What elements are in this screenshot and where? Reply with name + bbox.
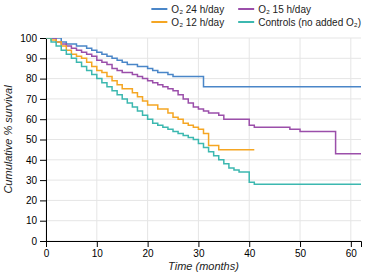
legend-item: O₂ 12 h/day: [151, 17, 224, 28]
legend-label: Controls (no added O₂): [258, 17, 361, 28]
series-line: [46, 38, 361, 154]
axis-line: [47, 242, 362, 248]
x-axis: 0 10 20 30 40 50 60: [44, 241, 362, 259]
tick-label: 0: [31, 236, 37, 247]
tick-mark: [40, 38, 46, 39]
tick: 40: [26, 155, 46, 166]
tick-mark: [40, 119, 46, 120]
series-line: [46, 38, 254, 150]
tick-label: 100: [20, 33, 37, 44]
x-axis-title: Time (months): [168, 260, 239, 272]
grid-line-y: [46, 139, 361, 140]
tick: 10: [26, 215, 46, 226]
tick: 50: [295, 241, 307, 259]
tick: 60: [26, 114, 46, 125]
grid-line-y: [46, 58, 361, 59]
tick-label: 40: [244, 248, 256, 259]
tick-label: 10: [92, 248, 104, 259]
legend-label: O₂ 24 h/day: [171, 4, 224, 15]
tick-mark: [40, 58, 46, 59]
grid-line-y: [46, 200, 361, 201]
tick-label: 70: [26, 94, 38, 105]
grid-line-y: [46, 159, 361, 160]
grid-line-y: [46, 98, 361, 99]
tick-label: 80: [26, 73, 38, 84]
tick-label: 90: [26, 53, 38, 64]
tick-label: 50: [295, 248, 307, 259]
tick-label: 50: [26, 134, 38, 145]
legend-label: O₂ 15 h/day: [258, 4, 311, 15]
tick-mark: [40, 140, 46, 141]
tick: 60: [346, 241, 358, 259]
tick-mark: [40, 221, 46, 222]
grid-line-y: [46, 220, 361, 221]
tick: 20: [143, 241, 155, 259]
series-line: [46, 38, 361, 184]
tick-label: 0: [44, 248, 50, 259]
tick-mark: [40, 241, 46, 242]
tick: 40: [244, 241, 256, 259]
legend-item: O₂ 15 h/day: [238, 4, 311, 15]
legend-item: Controls (no added O₂): [238, 17, 361, 28]
grid: [46, 38, 361, 241]
legend-swatch: [151, 8, 167, 10]
tick-mark: [40, 160, 46, 161]
tick-label: 30: [193, 248, 205, 259]
grid-line-y: [46, 119, 361, 120]
tick-mark: [40, 200, 46, 201]
grid-line-y: [46, 38, 361, 39]
legend-item: O₂ 24 h/day: [151, 4, 224, 15]
tick: 50: [26, 134, 46, 145]
tick-label: 30: [26, 175, 38, 186]
tick: 70: [26, 94, 46, 105]
tick-label: 60: [346, 248, 358, 259]
y-axis: 0 10 20 30 40 50 60 70 80 90 100: [20, 33, 46, 247]
tick: 80: [26, 73, 46, 84]
series-group: [46, 38, 361, 184]
grid-line-y: [46, 180, 361, 181]
tick-mark: [40, 180, 46, 181]
y-axis-title: Cumulative % survival: [2, 85, 14, 194]
tick-mark: [40, 99, 46, 100]
legend-swatch: [238, 21, 254, 23]
tick: 90: [26, 53, 46, 64]
chart: 0 10 20 30 40 50 60 0 10 20 30 40 50 60 70 80 90 100 Time …: [0, 0, 375, 275]
tick-mark: [97, 241, 98, 247]
tick-label: 20: [26, 195, 38, 206]
tick: 0: [31, 236, 46, 247]
tick-mark: [300, 241, 301, 247]
tick-label: 10: [26, 215, 38, 226]
tick-mark: [351, 241, 352, 247]
tick-mark: [148, 241, 149, 247]
axis-line: [40, 39, 47, 242]
tick: 10: [92, 241, 104, 259]
tick: 0: [44, 241, 50, 259]
tick-mark: [40, 79, 46, 80]
legend-label: O₂ 12 h/day: [171, 17, 224, 28]
legend: O₂ 24 h/day O₂ 15 h/day O₂ 12 h/day Control…: [151, 4, 361, 28]
tick: 30: [26, 175, 46, 186]
legend-swatch: [238, 8, 254, 10]
tick-mark: [198, 241, 199, 247]
tick: 20: [26, 195, 46, 206]
tick-mark: [249, 241, 250, 247]
tick-label: 40: [26, 155, 38, 166]
legend-swatch: [151, 21, 167, 23]
tick: 100: [20, 33, 46, 44]
series-line: [46, 38, 361, 87]
tick-label: 60: [26, 114, 38, 125]
plot-area: 0 10 20 30 40 50 60 0 10 20 30 40 50 60 70 80 90 100: [20, 33, 361, 259]
tick-label: 20: [143, 248, 155, 259]
tick: 30: [193, 241, 205, 259]
